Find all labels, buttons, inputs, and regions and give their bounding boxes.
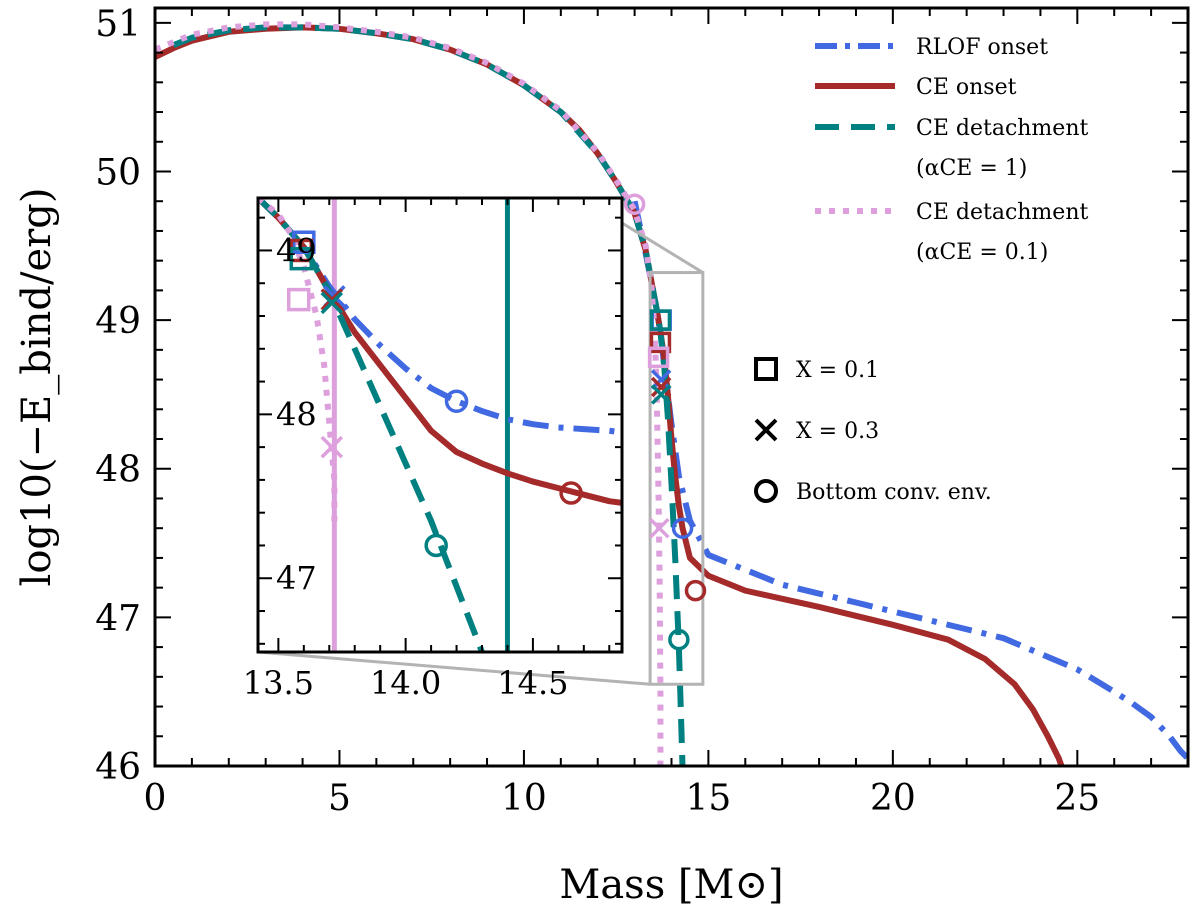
inset-marker-x-ce-onset [320, 288, 344, 311]
marker-legend-label: Bottom conv. env. [796, 480, 992, 505]
series-line-ce-detachment-ce-1 [172, 24, 686, 766]
y-tick-label: 48 [95, 450, 141, 491]
inset-marker-circle-ce-onset [559, 481, 583, 505]
legend-label-line2: (αCE = 0.1) [916, 240, 1048, 265]
y-tick-label: 50 [95, 152, 141, 193]
x-tick-label: 0 [144, 778, 167, 819]
zoom-connector-bottom [257, 650, 651, 686]
marker-x-ce-onset [650, 376, 672, 398]
legend: RLOF onset CE onset CE detachment (αCE = 1)… [815, 35, 1088, 265]
inset-marker-x-ce-detachment-ce-1 [320, 291, 344, 315]
legend-label: RLOF onset [916, 35, 1048, 60]
series-line-ce-detachment-ce-0-1 [155, 21, 664, 766]
inset-x-tick-label: 13.5 [243, 664, 314, 702]
legend-label: CE detachment [916, 200, 1088, 225]
marker-square-ce-onset [649, 331, 672, 354]
marker-x-rlof-onset [650, 369, 672, 390]
zoom-region-box [648, 271, 705, 686]
inset-x-tick-label: 14.0 [370, 664, 441, 702]
y-tick-label: 49 [95, 301, 141, 342]
y-tick-label: 51 [95, 4, 141, 45]
marker-circle-rlof-onset [671, 517, 694, 539]
marker-legend-x [754, 418, 778, 442]
inset-x-tick-label: 14.5 [497, 664, 568, 702]
marker-x-ce-detachment-ce-1 [650, 384, 672, 405]
x-tick-label: 20 [870, 778, 916, 819]
inset-marker-square-rlof-onset [292, 230, 316, 255]
inset-marker-circle-rlof-onset [444, 389, 469, 413]
zoom-indicator [257, 221, 705, 686]
legend-label-line2: (αCE = 1) [916, 156, 1027, 181]
x-tick-label: 5 [328, 778, 351, 819]
marker-square-ce-detachment-ce-1 [649, 309, 672, 331]
legend-label: CE onset [916, 75, 1017, 100]
inset-marker-square-ce-detachment-ce-1 [289, 246, 314, 271]
y-tick-label: 47 [95, 598, 141, 639]
y-tick-label: 46 [95, 747, 141, 788]
inset-marker-x-ce-detachment-ce-0-1 [320, 435, 344, 459]
main-axis-ticks: 0 5 10 15 20 25 46 47 48 49 50 51 [95, 4, 1189, 819]
inset-y-tick-label: 48 [276, 395, 317, 433]
inset-marker-circle-ce-detachment-ce-1 [424, 533, 448, 558]
inset-series-line-ce-detachment-ce-1 [258, 198, 485, 652]
marker-square-ce-detachment-ce-0-1 [647, 346, 670, 369]
inset-y-tick-label: 47 [276, 559, 317, 597]
inset-series-line-ce-detachment-ce-0-1 [258, 198, 338, 530]
axis-titles: Mass [M⊙] log10(−E_bind/erg) [14, 188, 784, 908]
x-axis-title: Mass [M⊙] [559, 862, 783, 908]
x-tick-label: 25 [1054, 778, 1100, 819]
x-tick-label: 15 [685, 778, 731, 819]
inset-plot-lines [258, 198, 622, 652]
zoom-connector-top [621, 221, 704, 274]
marker-legend-label: X = 0.3 [796, 419, 879, 444]
marker-legend-circle [754, 479, 778, 503]
inset-y-tick-label: 49 [276, 231, 317, 269]
inset-marker-square-ce-detachment-ce-0-1 [286, 287, 311, 312]
inset-frame [256, 196, 624, 654]
main-plot-markers [623, 193, 707, 651]
marker-circle-ce-onset [684, 579, 707, 602]
marker-circle-ce-detachment-ce-1 [668, 628, 690, 651]
legend-label: CE detachment [916, 116, 1088, 141]
marker-legend-square [754, 357, 778, 381]
x-tick-label: 10 [501, 778, 547, 819]
marker-x-ce-detachment-ce-0-1 [649, 517, 670, 539]
inset-axis-ticks: 13.5 14.0 14.5 47 48 49 [243, 198, 622, 702]
marker-legend: X = 0.1 X = 0.3 Bottom conv. env. [754, 357, 992, 505]
marker-circle-ce-detachment-ce-0-1 [623, 193, 646, 215]
y-axis-title: log10(−E_bind/erg) [14, 188, 60, 587]
inset-plot-markers [286, 230, 583, 558]
marker-legend-label: X = 0.1 [796, 358, 879, 383]
